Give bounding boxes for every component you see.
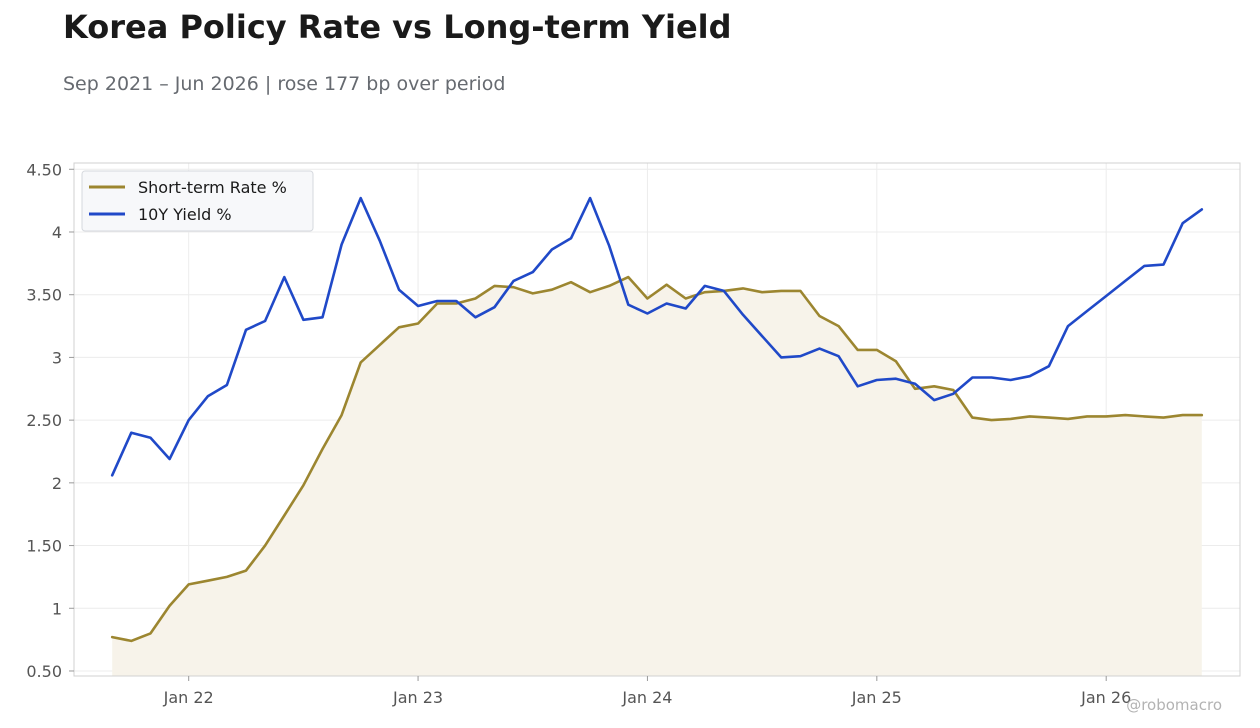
series-line-1 [110, 275, 1204, 643]
x-axis: Jan 22 Jan 23 Jan 24 Jan 25 Jan 26 [163, 676, 1131, 707]
x-tick-label: Jan 24 [621, 688, 672, 707]
fill-layer [112, 277, 1202, 676]
legend-label-2: 10Y Yield % [138, 205, 232, 224]
y-tick-label: 4 [52, 223, 62, 242]
watermark: @robomacro [1126, 696, 1222, 714]
line-layer [110, 196, 1204, 643]
plot-frame [73, 162, 1241, 677]
legend-label-1: Short-term Rate % [138, 178, 287, 197]
legend: Short-term Rate % 10Y Yield % [81, 170, 314, 232]
chart-title: Korea Policy Rate vs Long-term Yield [63, 8, 732, 46]
series-area-1 [112, 277, 1202, 676]
x-tick-label: Jan 25 [851, 688, 902, 707]
x-tick-label: Jan 23 [392, 688, 443, 707]
y-axis: 0.50 1 1.50 2 2.50 3 3.50 4 4.50 [26, 160, 74, 681]
y-tick-label: 2 [52, 474, 62, 493]
y-tick-label: 1.50 [26, 537, 62, 556]
chart-subtitle: Sep 2021 – Jun 2026 | rose 177 bp over p… [63, 73, 506, 95]
y-tick-label: 1 [52, 599, 62, 618]
x-tick-label: Jan 22 [163, 688, 214, 707]
y-tick-label: 3.50 [26, 286, 62, 305]
y-tick-label: 3 [52, 348, 62, 367]
x-tick-label: Jan 26 [1080, 688, 1131, 707]
y-tick-label: 4.50 [26, 160, 62, 179]
legend-box [81, 170, 314, 232]
y-tick-label: 0.50 [26, 662, 62, 681]
y-tick-label: 2.50 [26, 411, 62, 430]
series-line-2 [110, 196, 1204, 477]
